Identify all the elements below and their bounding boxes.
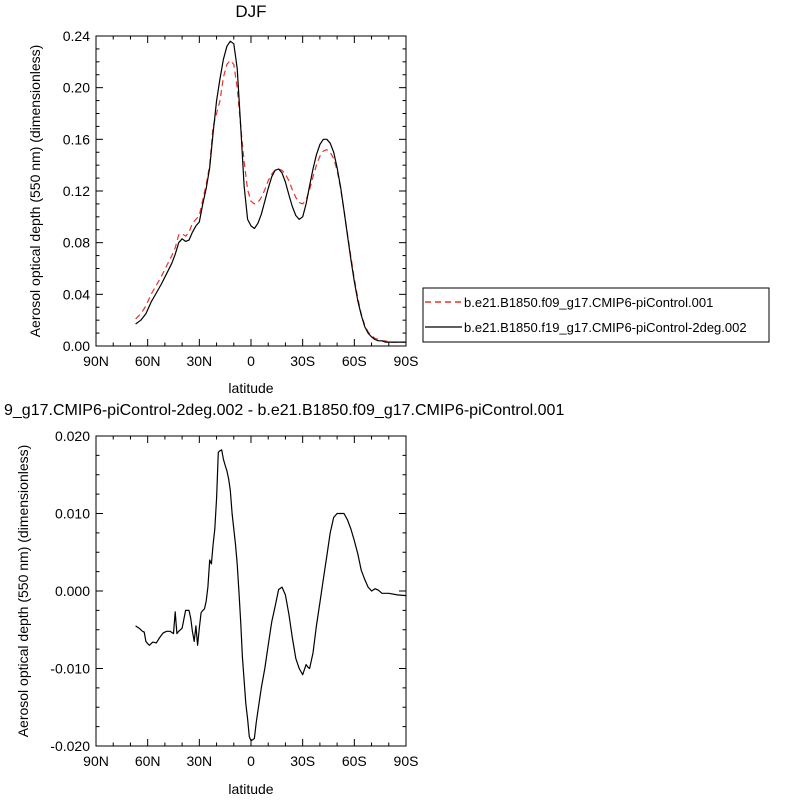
top-x-tick-label: 90S [394,353,419,369]
bottom-chart-title: 9_g17.CMIP6-piControl-2deg.002 - b.e21.B… [4,402,564,419]
legend-label-f19: b.e21.B1850.f19_g17.CMIP6-piControl-2deg… [464,320,747,335]
top-series-line-1 [135,40,406,343]
top-plot-frame [95,35,407,347]
top-y-tick-label: 0.24 [63,28,90,44]
top-series-lines [135,40,406,343]
bottom-x-axis-label: latitude [228,781,273,797]
top-y-tick-label: 0.00 [63,338,90,354]
legend: b.e21.B1850.f09_g17.CMIP6-piControl.001 … [422,287,770,343]
bottom-series-lines [135,449,407,742]
bottom-x-tick-label: 90N [83,753,109,769]
bottom-x-tick-label: 60S [342,753,367,769]
bottom-panel: 9_g17.CMIP6-piControl-2deg.002 - b.e21.B… [4,402,564,797]
top-axis-ticks: 90N 60N 30N 0 30S 60S 90S 0.00 0.04 0.08 0.12 0.16 0… [63,28,419,369]
top-y-tick-label: 0.08 [63,235,90,251]
bottom-x-tick-label: 30S [290,753,315,769]
bottom-x-tick-label: 0 [247,753,255,769]
top-series-line-0 [135,59,406,343]
bottom-y-tick-label: -0.020 [50,738,90,754]
top-y-tick-label: 0.04 [63,286,90,302]
bottom-x-tick-label: 30N [186,753,212,769]
bottom-y-tick-label: 0.020 [55,428,90,444]
top-panel: DJF Aerosol optical depth (550 nm) (dime… [27,2,418,396]
top-y-tick-label: 0.12 [63,183,90,199]
top-x-tick-label: 60S [342,353,367,369]
bottom-y-axis-label: Aerosol optical depth (550 nm) (dimensio… [15,445,31,738]
bottom-y-tick-label: 0.010 [55,506,90,522]
top-y-axis-label: Aerosol optical depth (550 nm) (dimensio… [27,45,43,338]
top-x-tick-label: 0 [247,353,255,369]
bottom-series-line-0 [135,449,407,742]
bottom-y-tick-label: -0.010 [50,661,90,677]
top-x-tick-label: 90N [83,353,109,369]
top-x-tick-label: 30N [186,353,212,369]
bottom-x-tick-label: 60N [135,753,161,769]
top-x-tick-label: 60N [135,353,161,369]
top-chart-title: DJF [235,2,266,21]
legend-label-f09: b.e21.B1850.f09_g17.CMIP6-piControl.001 [464,295,713,310]
top-x-tick-label: 30S [290,353,315,369]
legend-box [422,287,770,343]
bottom-y-tick-label: 0.000 [55,583,90,599]
top-y-tick-label: 0.16 [63,131,90,147]
bottom-x-tick-label: 90S [394,753,419,769]
bottom-plot-frame [95,435,407,747]
top-x-axis-label: latitude [228,380,273,396]
bottom-axis-ticks: 90N 60N 30N 0 30S 60S 90S -0.020 -0.010 0.000 0.01… [50,428,418,769]
top-y-tick-label: 0.20 [63,80,90,96]
